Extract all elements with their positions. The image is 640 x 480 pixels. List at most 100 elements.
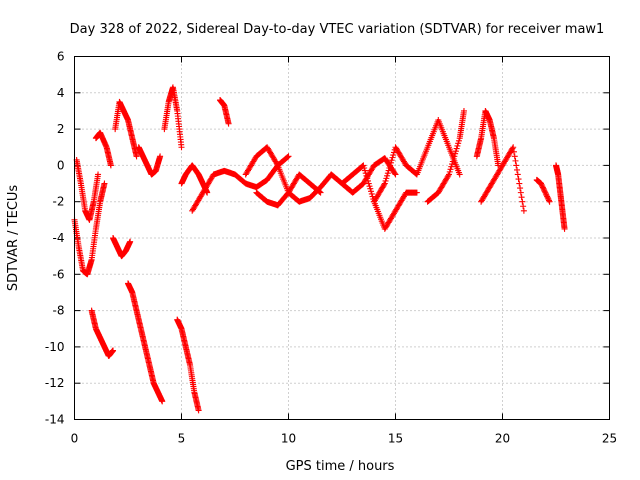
- data-point: [520, 203, 527, 210]
- x-tick-label: 10: [281, 432, 296, 446]
- data-point: [387, 162, 394, 169]
- data-point: [447, 166, 454, 173]
- data-point: [510, 148, 517, 155]
- data-point: [514, 171, 521, 178]
- data-point: [545, 197, 552, 204]
- data-point: [452, 148, 459, 155]
- data-point: [413, 189, 420, 196]
- data-point: [366, 183, 373, 190]
- data-point: [511, 153, 518, 160]
- y-tick-label: -12: [45, 376, 65, 390]
- data-point: [361, 164, 368, 171]
- x-tick-label: 0: [71, 432, 79, 446]
- y-tick-label: 6: [57, 50, 65, 64]
- data-point: [386, 164, 393, 171]
- data-point: [517, 189, 524, 196]
- data-point: [101, 180, 108, 187]
- data-point: [387, 159, 394, 166]
- data-point: [385, 167, 392, 174]
- data-point: [512, 157, 519, 164]
- data-point: [284, 153, 291, 160]
- data-point: [516, 180, 523, 187]
- x-tick-label: 25: [602, 432, 617, 446]
- data-point: [514, 166, 521, 173]
- data-point: [539, 183, 546, 190]
- data-point: [384, 172, 391, 179]
- data-point: [389, 154, 396, 161]
- data-point: [451, 153, 458, 160]
- data-point: [544, 194, 551, 201]
- data-point: [449, 158, 456, 165]
- data-point: [367, 185, 374, 192]
- data-point: [446, 171, 452, 178]
- data-point: [381, 180, 388, 187]
- y-axis-label: SDTVAR / TECUs: [6, 185, 21, 292]
- data-point: [542, 189, 549, 196]
- data-point: [520, 207, 527, 214]
- data-point: [445, 172, 452, 179]
- data-point: [449, 161, 456, 168]
- data-point: [274, 161, 281, 168]
- data-point: [110, 347, 117, 354]
- data-point: [519, 198, 526, 205]
- data-point: [368, 188, 375, 195]
- data-point: [107, 162, 114, 169]
- axis-ticks: 0 5 10 15 20 25 -14 -12 -10 -8 -6 -4 -2 0 2 4 6: [45, 50, 617, 446]
- data-point: [450, 155, 457, 162]
- y-tick-label: -14: [45, 413, 65, 427]
- data-point: [540, 185, 547, 192]
- data-point: [510, 144, 517, 151]
- data-point: [384, 170, 391, 177]
- data-point: [455, 140, 462, 147]
- data-point: [545, 196, 552, 203]
- data-point: [388, 157, 395, 164]
- y-tick-label: -2: [53, 195, 65, 209]
- data-point: [381, 181, 388, 188]
- data-points: [71, 84, 568, 414]
- data-point: [178, 144, 185, 151]
- data-point: [538, 180, 545, 187]
- data-point: [360, 162, 367, 169]
- data-point: [542, 190, 549, 197]
- chart-title: Day 328 of 2022, Sidereal Day-to-day VTE…: [70, 22, 605, 37]
- data-point: [317, 189, 324, 196]
- y-tick-label: -4: [53, 231, 65, 245]
- data-point: [365, 180, 372, 187]
- data-point: [544, 193, 551, 200]
- y-tick-label: -8: [53, 304, 65, 318]
- data-point: [225, 120, 232, 127]
- data-point: [316, 188, 323, 195]
- data-point: [361, 167, 368, 174]
- data-point: [460, 107, 467, 114]
- data-point: [543, 192, 550, 199]
- data-point: [383, 175, 390, 182]
- data-point: [448, 163, 455, 170]
- data-point: [561, 225, 568, 232]
- data-point: [452, 150, 459, 157]
- plot-frame: [74, 56, 610, 420]
- data-point: [513, 162, 520, 169]
- data-point: [509, 145, 516, 152]
- data-point: [195, 407, 202, 414]
- y-tick-label: 0: [57, 158, 65, 172]
- x-tick-label: 20: [495, 432, 510, 446]
- grid: [74, 56, 610, 420]
- data-point: [95, 171, 102, 178]
- data-point: [157, 153, 164, 160]
- data-point: [446, 168, 453, 175]
- data-point: [453, 145, 460, 152]
- data-point: [368, 190, 375, 197]
- data-point: [364, 177, 371, 184]
- data-point: [285, 153, 292, 160]
- data-point: [127, 238, 134, 245]
- y-tick-label: 4: [57, 86, 65, 100]
- data-point: [538, 181, 545, 188]
- data-point: [515, 176, 522, 183]
- data-point: [390, 152, 397, 159]
- data-point: [517, 185, 524, 192]
- data-point: [518, 194, 525, 201]
- data-point: [455, 137, 462, 144]
- data-point: [133, 153, 140, 160]
- x-tick-label: 5: [178, 432, 186, 446]
